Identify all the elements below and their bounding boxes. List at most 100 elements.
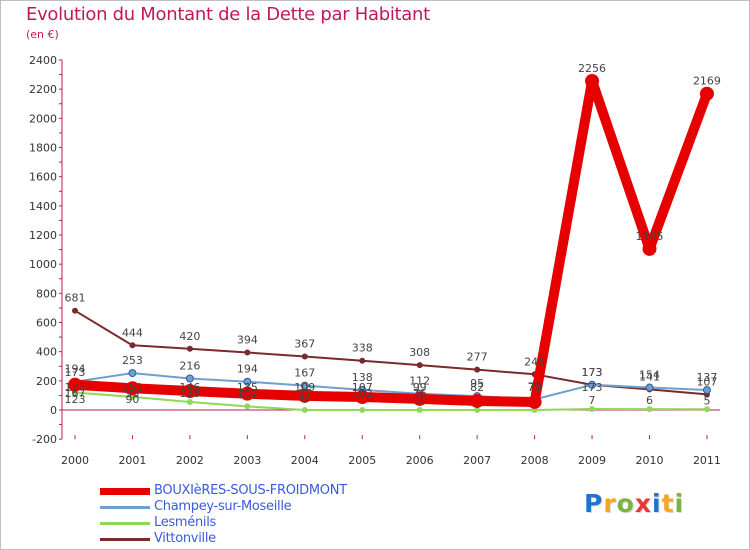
data-point <box>527 394 542 409</box>
data-label: 99 <box>413 381 427 394</box>
data-point <box>68 377 82 392</box>
data-label: 2256 <box>578 62 606 75</box>
data-label: 93 <box>125 387 139 400</box>
brand-letter: o <box>616 489 635 518</box>
data-point <box>297 388 312 403</box>
y-tick-label: 1200 <box>29 229 57 242</box>
x-tick-label: 2007 <box>463 454 491 467</box>
x-tick-label: 2010 <box>636 454 664 467</box>
data-point <box>129 393 136 400</box>
y-tick-label: 400 <box>36 346 57 359</box>
y-tick-label: 2000 <box>29 112 57 125</box>
x-tick-label: 2004 <box>291 454 319 467</box>
y-tick-label: 1600 <box>29 171 57 184</box>
data-label: 167 <box>65 387 86 400</box>
data-point <box>589 405 596 412</box>
data-label: 102 <box>352 387 373 400</box>
y-tick-label: 1000 <box>29 258 57 271</box>
data-label: 216 <box>179 360 200 373</box>
data-point <box>645 383 654 392</box>
data-point <box>699 86 714 101</box>
y-tick-label: -200 <box>32 433 57 446</box>
brand-letter: t <box>661 489 675 518</box>
data-label: 2169 <box>693 75 721 88</box>
data-label: 151 <box>122 381 143 394</box>
data-label: 107 <box>696 375 717 388</box>
data-point <box>474 366 481 373</box>
data-label: 146 <box>179 381 200 394</box>
data-point <box>301 407 308 413</box>
brand-letter: x <box>634 489 652 518</box>
legend-swatch <box>100 488 150 495</box>
data-point <box>125 381 140 396</box>
data-label: 194 <box>65 363 86 376</box>
data-point <box>186 398 193 405</box>
series-line <box>74 372 708 401</box>
data-point <box>474 407 481 413</box>
data-label: 394 <box>237 334 258 347</box>
legend-label: BOUXIèRES-SOUS-FROIDMONT <box>154 483 347 498</box>
data-point <box>412 391 427 406</box>
data-point <box>646 406 653 413</box>
data-label: 0 <box>301 393 308 406</box>
x-tick-label: 2002 <box>176 454 204 467</box>
data-label: 135 <box>237 381 258 394</box>
series-line <box>74 309 708 396</box>
data-label: 95 <box>470 377 484 390</box>
data-point <box>182 384 197 399</box>
y-tick-label: 0 <box>50 404 57 417</box>
legend-label: Lesménils <box>154 515 216 530</box>
brand-letter: P <box>584 489 604 518</box>
data-label: 76 <box>413 387 427 400</box>
data-point <box>359 407 366 413</box>
x-tick-label: 2009 <box>578 454 606 467</box>
data-label: 308 <box>409 346 430 359</box>
data-label: 173 <box>582 366 603 379</box>
data-point <box>416 407 423 413</box>
x-tick-label: 2008 <box>521 454 549 467</box>
data-point <box>359 357 366 364</box>
y-tick-label: 2200 <box>29 83 57 96</box>
data-label: 277 <box>467 351 488 364</box>
proxiti-logo: Proxiti <box>584 489 684 518</box>
data-label: 73 <box>528 380 542 393</box>
data-point <box>72 307 78 314</box>
data-label: 338 <box>352 342 373 355</box>
brand-letter: i <box>674 489 685 518</box>
legend-label: Champey-sur-Moseille <box>154 499 292 514</box>
legend-label: Vittonville <box>154 531 216 546</box>
data-label: 173 <box>582 381 603 394</box>
data-point <box>244 349 251 356</box>
brand-letter: i <box>652 489 662 518</box>
data-label: 173 <box>582 366 603 379</box>
y-tick-label: 200 <box>36 375 57 388</box>
data-label: 1105 <box>636 230 664 243</box>
data-label: 107 <box>352 381 373 394</box>
x-tick-label: 2011 <box>693 454 721 467</box>
data-label: 177 <box>65 381 86 394</box>
y-tick-label: 1800 <box>29 142 57 155</box>
data-point <box>470 393 485 408</box>
data-label: 123 <box>65 393 86 406</box>
y-tick-label: 800 <box>36 287 57 300</box>
data-point <box>416 362 423 369</box>
data-label: 79 <box>528 381 542 394</box>
x-tick-label: 2001 <box>118 454 146 467</box>
data-point <box>585 74 600 89</box>
data-point <box>240 386 255 401</box>
data-point <box>642 241 657 256</box>
data-label: 109 <box>294 381 315 394</box>
x-tick-label: 2000 <box>61 454 89 467</box>
series-line <box>74 391 708 411</box>
data-point <box>185 374 194 383</box>
data-point <box>186 345 193 352</box>
chart-subtitle: (en €) <box>26 28 59 41</box>
data-label: 194 <box>237 363 258 376</box>
data-point <box>243 377 252 386</box>
x-tick-label: 2003 <box>233 454 261 467</box>
data-point <box>128 369 137 378</box>
data-label: 167 <box>294 367 315 380</box>
data-label: 112 <box>409 375 430 388</box>
brand-letter: r <box>603 489 617 518</box>
